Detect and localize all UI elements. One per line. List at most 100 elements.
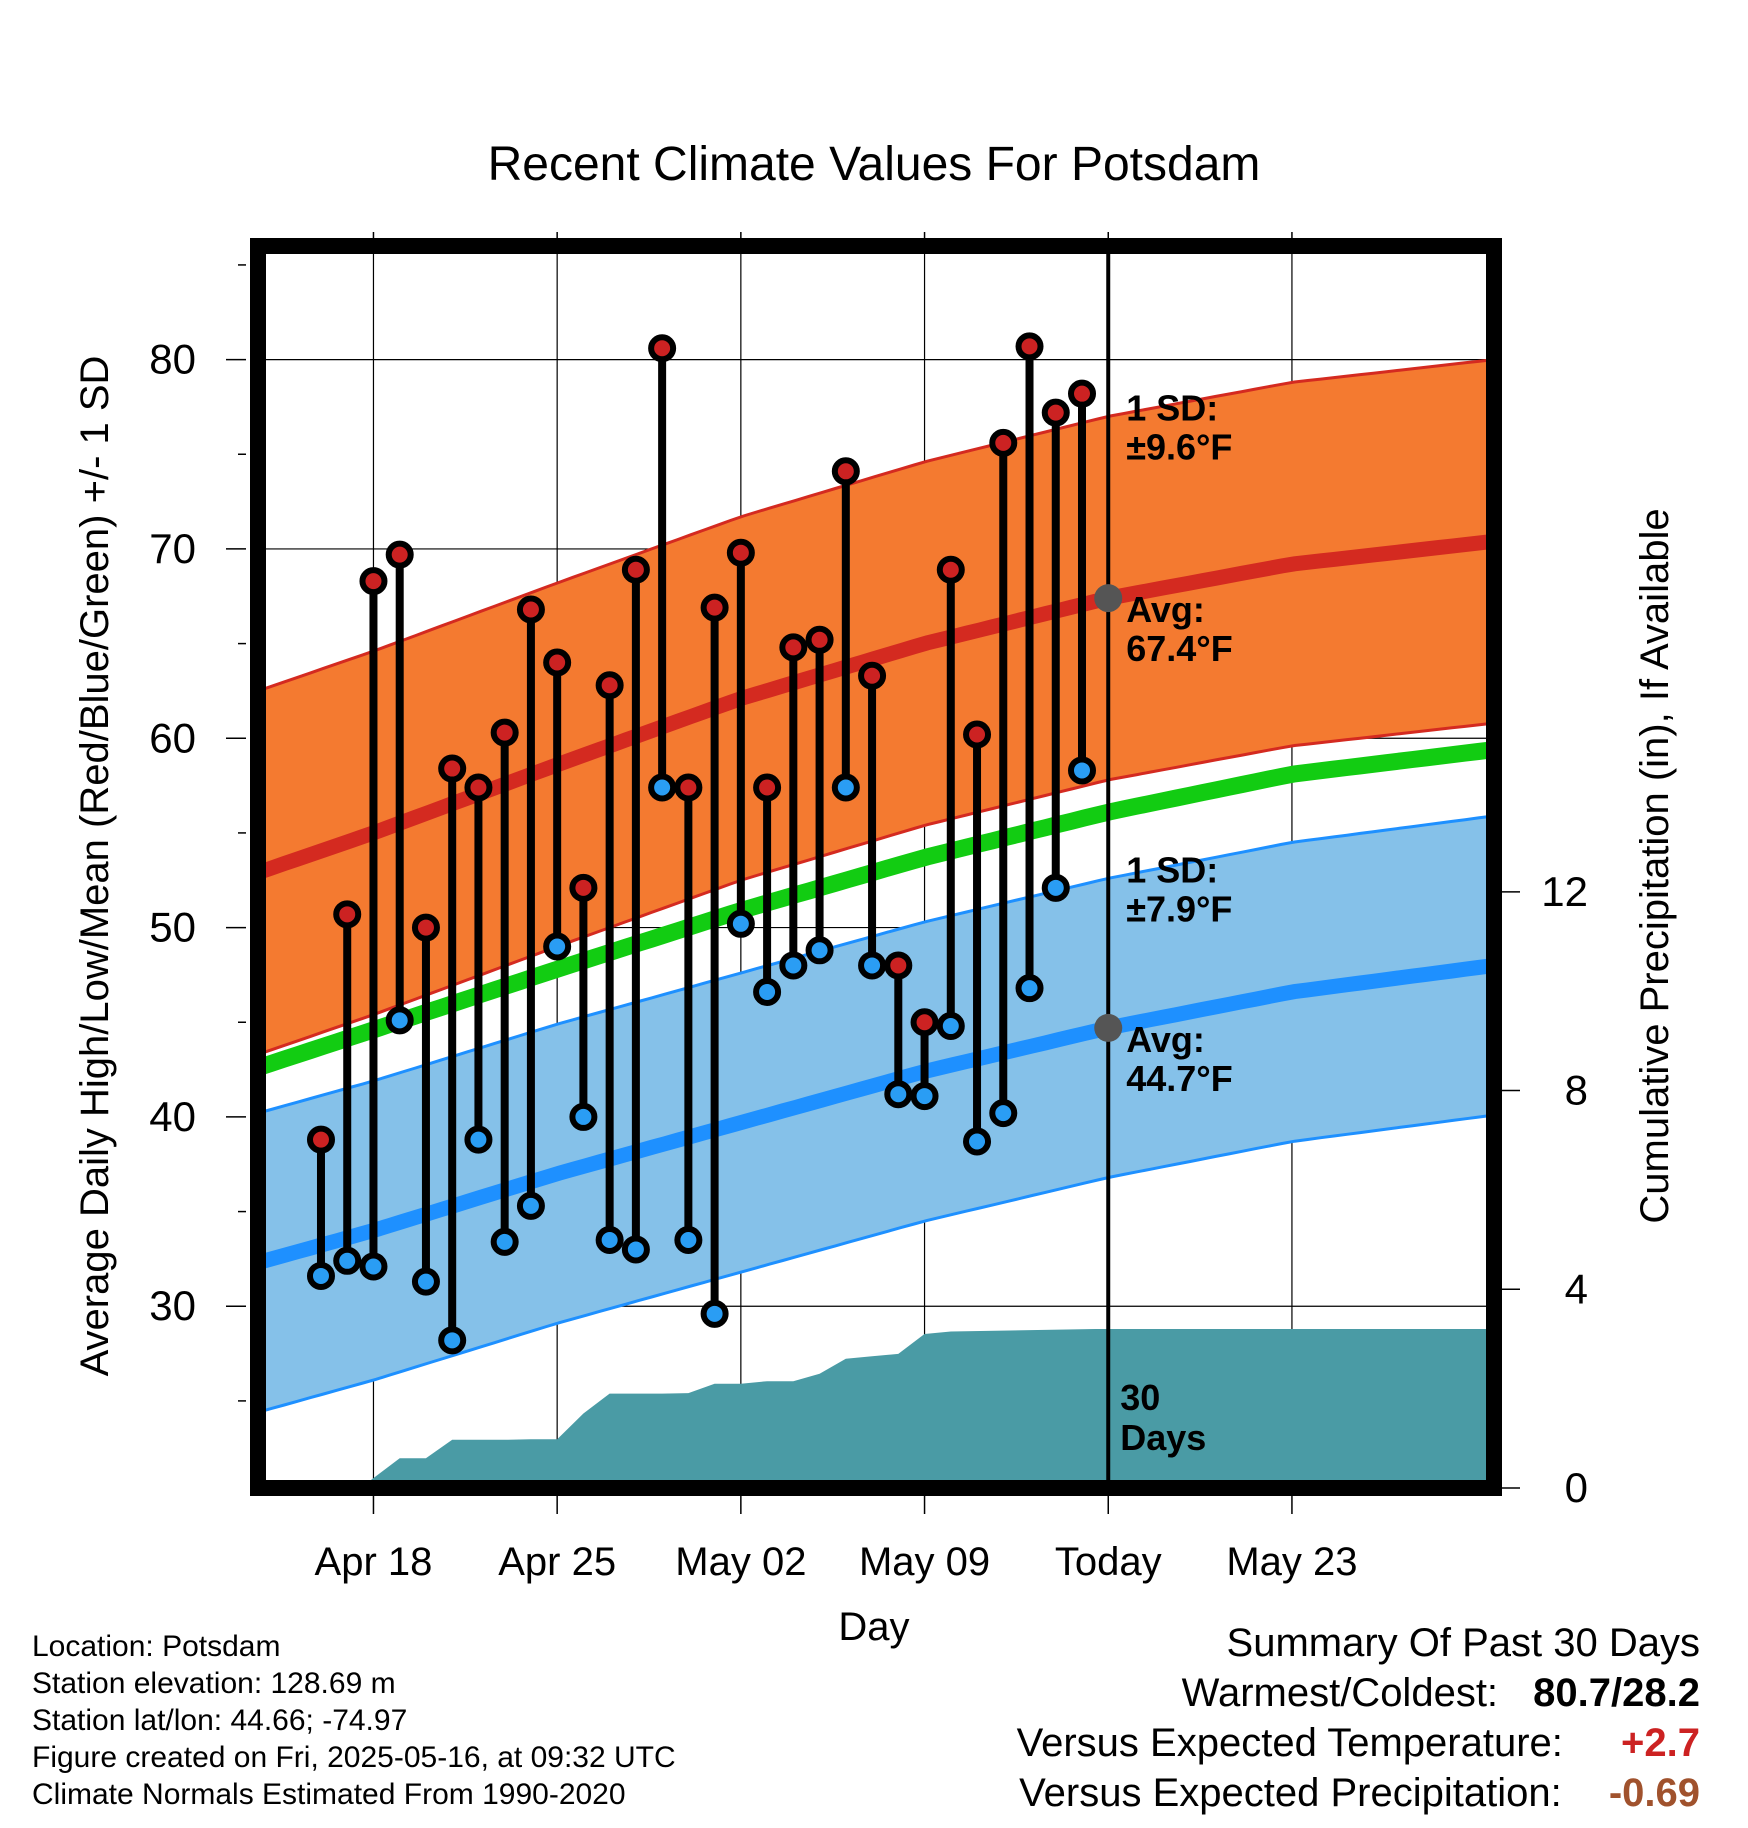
low-avg-annotation: 44.7°F	[1126, 1058, 1232, 1099]
y2-tick-label: 12	[1541, 868, 1588, 915]
daily-low-point	[700, 1299, 729, 1328]
daily-low-point	[726, 909, 755, 938]
station-metadata: Location: Potsdam Station elevation: 128…	[32, 1628, 676, 1813]
daily-low-point	[831, 773, 860, 802]
daily-high-point	[359, 567, 388, 596]
low-avg-annotation: Avg:	[1126, 1019, 1205, 1060]
y2-tick-label: 8	[1565, 1067, 1588, 1114]
daily-low-point	[963, 1127, 992, 1156]
daily-low-point	[543, 932, 572, 961]
daily-high-point	[805, 625, 834, 654]
daily-low-point	[648, 773, 677, 802]
precipitation-area-layer	[258, 1329, 1494, 1488]
precipitation-departure-row: Versus Expected Precipitation: -0.69	[1017, 1768, 1700, 1818]
daily-low-point	[516, 1191, 545, 1220]
created-text: Figure created on Fri, 2025-05-16, at 09…	[32, 1741, 676, 1774]
elevation-text: Station elevation: 128.69 m	[32, 1667, 396, 1700]
daily-high-point	[858, 661, 887, 690]
temperature-departure-value: +2.7	[1621, 1721, 1700, 1765]
daily-high-point	[726, 538, 755, 567]
daily-high-point	[1068, 379, 1096, 408]
y-tick-label: 40	[149, 1093, 196, 1140]
x-tick-label: Apr 25	[498, 1540, 616, 1584]
high-avg-annotation: Avg:	[1126, 589, 1205, 630]
daily-high-point	[516, 595, 545, 624]
daily-low-point	[674, 1225, 703, 1254]
low-sd-band	[258, 816, 1492, 1413]
today-low-normal-marker	[1094, 1013, 1123, 1042]
daily-high-point	[753, 773, 782, 802]
low-sd-annotation: 1 SD:	[1126, 849, 1218, 890]
y2-tick-label: 4	[1565, 1265, 1588, 1312]
summary-panel: Summary Of Past 30 Days Warmest/Coldest:…	[1017, 1618, 1700, 1818]
x-tick-label: May 09	[859, 1540, 990, 1584]
daily-low-point	[884, 1080, 913, 1109]
y-axis-label: Average Daily High/Low/Mean (Red/Blue/Gr…	[73, 356, 117, 1377]
normals-text: Climate Normals Estimated From 1990-2020	[32, 1778, 626, 1811]
y-tick-label: 30	[149, 1282, 196, 1329]
daily-low-point	[989, 1099, 1018, 1128]
daily-high-point	[569, 873, 598, 902]
daily-low-point	[1068, 756, 1096, 785]
daily-high-point	[884, 951, 913, 980]
daily-low-point	[1041, 873, 1070, 902]
daily-low-point	[595, 1225, 624, 1254]
x-tick-label: May 02	[675, 1540, 806, 1584]
daily-low-point	[569, 1102, 598, 1131]
daily-low-point	[306, 1261, 335, 1290]
x-tick-label: Apr 18	[315, 1540, 433, 1584]
chart-title: Recent Climate Values For Potsdam	[488, 138, 1261, 191]
daily-high-point	[963, 720, 992, 749]
y2-axis-label: Cumulative Precipitation (in), If Availa…	[1633, 508, 1677, 1223]
warmest-coldest-value: 80.7/28.2	[1533, 1671, 1700, 1715]
today-days-label: Days	[1120, 1417, 1206, 1458]
daily-high-point	[464, 773, 493, 802]
daily-high-point	[543, 648, 572, 677]
daily-low-point	[490, 1227, 519, 1256]
daily-high-point	[910, 1008, 939, 1037]
precipitation-departure-value: -0.69	[1608, 1771, 1700, 1815]
temperature-departure-row: Versus Expected Temperature: +2.7	[1017, 1718, 1700, 1768]
y-tick-label: 60	[149, 714, 196, 761]
temperature-departure-label: Versus Expected Temperature:	[1016, 1721, 1563, 1765]
normal-high-line	[258, 534, 1493, 880]
high-sd-annotation: 1 SD:	[1126, 387, 1218, 428]
daily-high-point	[306, 1125, 335, 1154]
daily-low-point	[333, 1246, 362, 1275]
y-tick-label: 50	[149, 904, 196, 951]
x-tick-label: Today	[1055, 1540, 1162, 1584]
daily-low-point	[385, 1006, 414, 1035]
daily-low-point	[1015, 974, 1044, 1003]
y2-tick-label: 0	[1565, 1464, 1588, 1511]
latlon-text: Station lat/lon: 44.66; -74.97	[32, 1704, 408, 1737]
axes-layer: 30 40 50 60 70 80 0 4 8 12 Apr 18 Apr 25 May 02 May 0…	[149, 232, 1588, 1584]
today-days-label: 30	[1120, 1377, 1160, 1418]
daily-high-point	[936, 555, 965, 584]
daily-high-point	[1015, 332, 1044, 361]
low-sd-annotation: ±7.9°F	[1126, 888, 1232, 929]
daily-high-point	[989, 428, 1018, 457]
summary-heading: Summary Of Past 30 Days	[1226, 1621, 1700, 1665]
x-tick-label: May 23	[1226, 1540, 1357, 1584]
daily-low-point	[753, 977, 782, 1006]
daily-high-point	[411, 913, 440, 942]
daily-high-point	[333, 900, 362, 929]
high-avg-annotation: 67.4°F	[1126, 628, 1232, 669]
daily-high-point	[674, 773, 703, 802]
location-text: Location: Potsdam	[32, 1630, 281, 1663]
daily-low-point	[805, 936, 834, 965]
warmest-coldest-label: Warmest/Coldest:	[1181, 1671, 1499, 1715]
daily-low-point	[779, 951, 808, 980]
daily-high-point	[831, 457, 860, 486]
daily-high-point	[648, 334, 677, 363]
daily-high-point	[385, 540, 414, 569]
daily-low-point	[359, 1252, 388, 1281]
daily-high-point	[438, 754, 467, 783]
high-sd-band-upper-edge	[258, 358, 1492, 693]
precipitation-departure-label: Versus Expected Precipitation:	[1019, 1771, 1562, 1815]
daily-high-point	[1041, 398, 1070, 427]
plot-frame	[250, 238, 1502, 1496]
